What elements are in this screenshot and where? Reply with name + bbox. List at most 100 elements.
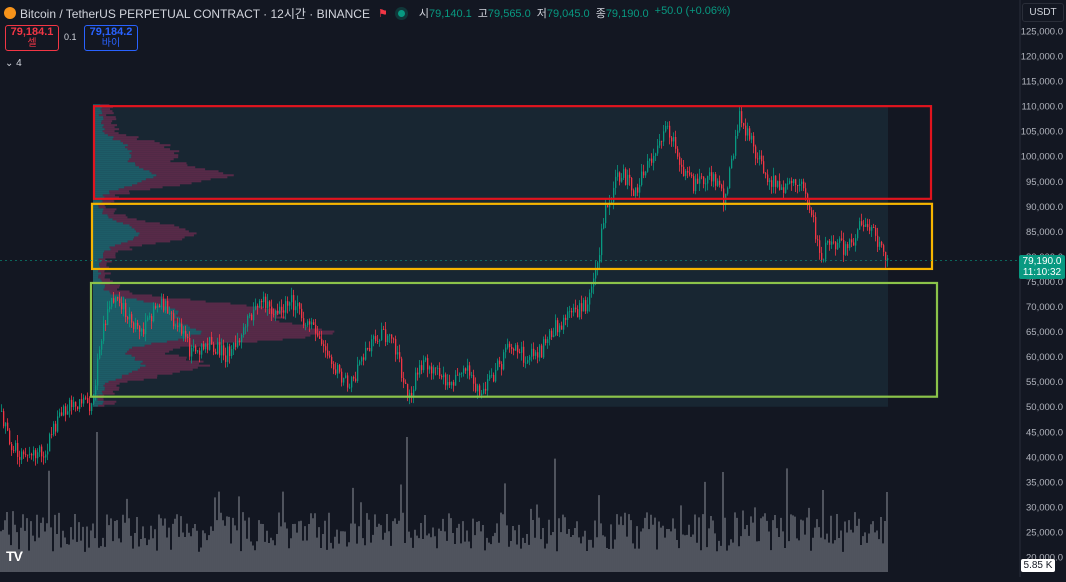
volume-profile-bar (102, 112, 114, 115)
candle-body (335, 369, 337, 374)
candle-body (709, 172, 711, 177)
candle-body (453, 382, 455, 386)
volume-profile-bar (121, 242, 156, 245)
candle-body (127, 316, 129, 320)
candle-body (789, 180, 791, 184)
volume-profile-bar (93, 356, 136, 359)
volume-profile-bar (97, 398, 104, 401)
candle-body (551, 330, 553, 337)
candle-body (859, 221, 861, 230)
volume-profile-bar (104, 382, 120, 385)
buy-button[interactable]: 79,184.2 바이 (84, 25, 138, 51)
sell-price: 79,184.1 (10, 26, 54, 38)
volume-profile-bar (93, 110, 102, 113)
volume-profile-range (93, 106, 888, 407)
candle-body (365, 348, 367, 360)
candle-body (7, 422, 9, 431)
candle-body (321, 338, 323, 345)
candle-body (589, 292, 591, 305)
symbol-title[interactable]: Bitcoin / TetherUS PERPETUAL CONTRACT · … (20, 6, 370, 21)
volume-profile-bar (127, 148, 170, 151)
price-tick-label: 90,000.0 (1026, 202, 1063, 213)
candle-body (457, 374, 459, 376)
candle-body (311, 322, 313, 325)
volume-profile-bar (104, 196, 120, 199)
volume-profile-bar (93, 138, 113, 141)
candle-body (749, 128, 751, 140)
volume-profile-bar (93, 152, 130, 155)
price-tick-label: 105,000.0 (1021, 127, 1063, 138)
candle-body (811, 210, 813, 216)
candle-body (425, 358, 427, 361)
candle-body (291, 295, 293, 303)
candle-body (451, 382, 453, 386)
candle-body (93, 394, 95, 404)
candle-body (377, 340, 379, 342)
volume-profile-bar (102, 130, 115, 133)
candle-body (123, 302, 125, 310)
candle-body (63, 406, 65, 416)
currency-selector[interactable]: USDT (1022, 3, 1064, 22)
price-tick-label: 100,000.0 (1021, 152, 1063, 163)
candle-body (231, 349, 233, 356)
volume-profile-bar (93, 160, 128, 163)
volume-profile-bar (93, 402, 103, 405)
candle-body (705, 183, 707, 185)
candle-body (371, 339, 373, 352)
volume-profile-bar (101, 280, 113, 283)
sell-button[interactable]: 79,184.1 셀 (5, 25, 59, 51)
volume-profile-bar (104, 132, 119, 135)
candle-body (541, 345, 543, 358)
candle-body (583, 300, 585, 312)
candle-body (413, 389, 415, 396)
flag-icon[interactable]: ⚑ (377, 7, 388, 20)
candle-body (863, 224, 865, 227)
candle-body (325, 346, 327, 351)
volume-profile-bar (93, 214, 108, 217)
candle-body (147, 317, 149, 321)
volume-profile-bar (125, 352, 166, 355)
candle-body (515, 345, 517, 351)
indicators-toggle[interactable]: ⌄ 4 (5, 58, 22, 69)
volume-profile-bar (127, 144, 171, 147)
candle-body (41, 446, 43, 457)
volume-profile-bar (93, 172, 152, 175)
candle-body (587, 304, 589, 312)
volume-profile-bar (93, 222, 124, 225)
volume-profile-bar (102, 210, 115, 213)
candle-body (585, 300, 587, 312)
tradingview-logo[interactable]: TV (6, 548, 23, 564)
bitcoin-logo-icon (4, 7, 16, 19)
volume-profile-bar (102, 200, 115, 203)
candle-body (279, 306, 281, 314)
open-value: 79,140.1 (428, 8, 472, 20)
candle-body (219, 342, 221, 356)
candle-body (791, 180, 793, 184)
volume-profile-bar (104, 388, 119, 391)
volume-profile-bar (93, 156, 132, 159)
volume-profile-bar (93, 194, 103, 197)
price-tick-label: 125,000.0 (1021, 27, 1063, 38)
candle-body (533, 348, 535, 356)
candle-body (773, 175, 775, 187)
candle-body (173, 313, 175, 327)
volume-profile-bar (135, 162, 187, 165)
candle-body (463, 368, 465, 373)
volume-profile-bar (93, 176, 154, 179)
volume-profile-bar (93, 242, 122, 245)
candle-body (543, 339, 545, 358)
candle-body (683, 166, 685, 177)
candle-body (343, 377, 345, 383)
candle-body (637, 187, 639, 193)
candle-body (777, 181, 779, 187)
candle-body (333, 364, 335, 370)
candle-body (801, 181, 803, 185)
price-tick-label: 30,000.0 (1026, 502, 1063, 513)
candle-body (485, 388, 487, 391)
candle-body (271, 306, 273, 314)
candle-body (611, 202, 613, 203)
volume-profile-bar (93, 192, 110, 195)
candle-body (639, 185, 641, 193)
